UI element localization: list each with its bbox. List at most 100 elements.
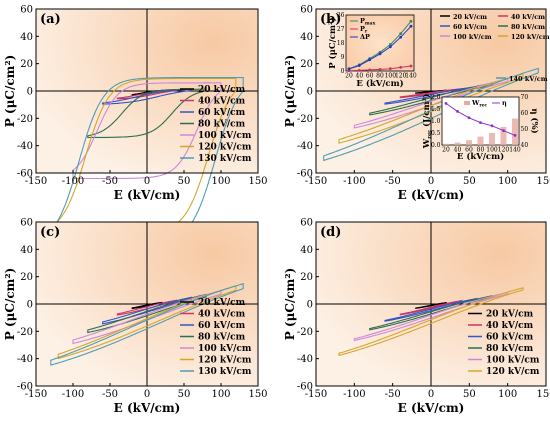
legend-label: 120 kV/cm — [198, 143, 252, 153]
legend-label: 120 kV/cm — [198, 356, 252, 366]
y-tick-label: -20 — [297, 114, 313, 125]
inset-point — [409, 64, 413, 68]
x-tick-label: 150 — [248, 389, 267, 400]
inset-energy-chart: Wrec η20 40 60 80 100 120 1400.00.51.01.52.0405… — [421, 94, 540, 162]
inset-x-tick-label: 40 — [356, 73, 364, 80]
inset-y-tick-label: 1.0 — [431, 118, 441, 125]
inset-y2-tick-label: 60 — [521, 110, 529, 117]
inset-point — [444, 102, 448, 105]
y-tick-label: -60 — [17, 382, 33, 393]
panel-label: (d) — [320, 225, 341, 240]
legend-label: 140 kV/cm — [509, 75, 548, 83]
x-tick-label: 50 — [463, 389, 476, 400]
inset-point — [399, 35, 403, 39]
x-axis-label: E (kV/cm) — [398, 188, 465, 202]
inset-x-tick-label: 60 — [366, 73, 374, 80]
x-tick-label: 100 — [211, 176, 230, 187]
inset-point — [368, 58, 372, 62]
x-tick-label: 100 — [211, 389, 230, 400]
inset-y-tick-label: 0 — [341, 68, 345, 75]
x-tick-label: -150 — [25, 176, 47, 187]
chart-panel-d: -150 -100 -50 0 50 100 150 -60 -40 -20 0 20 40 60 E (k… — [283, 218, 550, 416]
legend-label: 20 kV/cm — [486, 310, 534, 320]
inset-x-tick-label: 120 — [498, 147, 510, 154]
inset-legend-subscript: r — [365, 30, 368, 35]
x-tick-label: 0 — [144, 389, 150, 400]
legend-label: 130 kV/cm — [198, 367, 252, 377]
inset-x-tick-label: 100 — [385, 73, 397, 80]
inset-point — [388, 43, 392, 46]
inset-y2-axis-label: η (%) — [529, 108, 540, 133]
y-tick-label: -60 — [17, 169, 33, 180]
inset-bar — [443, 143, 449, 145]
inset-frame — [345, 14, 415, 72]
legend-label: 40 kV/cm — [198, 97, 246, 107]
y-tick-label: 0 — [27, 87, 33, 98]
series-line — [102, 88, 192, 105]
legend-label: 60 kV/cm — [198, 108, 246, 118]
series-line — [57, 285, 237, 360]
inset-y-tick-label: 2.0 — [431, 94, 441, 101]
panel-label: (a) — [40, 12, 61, 27]
inset-point — [357, 68, 361, 72]
inset-point — [456, 110, 459, 113]
y-tick-label: 40 — [20, 32, 33, 43]
x-tick-label: -150 — [25, 389, 47, 400]
inset-point — [513, 134, 517, 137]
inset-x-tick-label: 100 — [486, 147, 498, 154]
y-tick-label: 20 — [300, 59, 313, 70]
chart-panel-c: -150 -100 -50 0 50 100 150 -60 -40 -20 0 20 40 60 E (k… — [3, 218, 268, 416]
y-tick-label: -20 — [17, 327, 33, 338]
inset-y-tick-label: 18 — [337, 40, 345, 47]
y-tick-label: -40 — [17, 141, 33, 152]
chart-panel-a: -150 -100 -50 0 50 100 150 -60 -40 -20 0 20 40 60 E (k… — [3, 5, 268, 245]
x-tick-label: 50 — [463, 176, 476, 187]
legend-label: 60 kV/cm — [486, 333, 534, 343]
inset-bar — [512, 118, 518, 145]
legend-label: 80 kV/cm — [511, 23, 545, 31]
x-tick-label: 150 — [536, 389, 550, 400]
y-tick-label: 20 — [20, 59, 33, 70]
x-tick-label: -100 — [343, 389, 365, 400]
inset-y2-tick-label: 40 — [521, 142, 529, 149]
inset-bar — [477, 136, 484, 145]
panel-label: (c) — [40, 225, 60, 240]
x-tick-label: -150 — [305, 389, 327, 400]
inset-point — [490, 124, 494, 128]
inset-x-tick-label: 60 — [465, 147, 473, 154]
inset-x-tick-label: 140 — [405, 73, 417, 80]
legend-label: 120 kV/cm — [511, 33, 550, 41]
y-axis-label: P (μC/cm²) — [3, 55, 17, 128]
inset-legend-label: Pmax — [360, 17, 376, 27]
series-line — [384, 297, 478, 322]
series-line — [87, 293, 207, 334]
y-tick-label: 60 — [300, 218, 313, 229]
x-tick-label: 0 — [428, 389, 434, 400]
inset-legend-label: η — [502, 99, 507, 107]
inset-point — [368, 68, 372, 72]
y-tick-label: 40 — [20, 245, 33, 256]
y-tick-label: 0 — [307, 87, 313, 98]
inset-point — [409, 24, 413, 28]
inset-bar — [466, 140, 472, 145]
series-line — [102, 296, 192, 325]
inset-legend-subscript: rec — [479, 104, 487, 109]
legend-label: 20 kV/cm — [198, 298, 246, 308]
x-tick-label: 150 — [248, 176, 267, 187]
x-tick-label: -50 — [385, 176, 401, 187]
inset-point — [399, 32, 403, 36]
x-tick-label: 100 — [498, 176, 517, 187]
y-tick-label: -20 — [297, 327, 313, 338]
legend-label: 80 kV/cm — [198, 333, 246, 343]
inset-y-tick-label: 0.5 — [431, 130, 441, 137]
x-tick-label: 150 — [536, 176, 550, 187]
x-tick-label: -100 — [62, 176, 84, 187]
series-line — [399, 299, 463, 316]
inset-x-tick-label: 20 — [442, 147, 450, 154]
inset-y2-tick-label: 70 — [521, 94, 529, 101]
legend-label: 80 kV/cm — [198, 120, 246, 130]
series-line — [72, 82, 222, 180]
x-tick-label: 0 — [144, 176, 150, 187]
inset-point — [378, 68, 382, 71]
inset-y-tick-label: 36 — [337, 12, 345, 19]
